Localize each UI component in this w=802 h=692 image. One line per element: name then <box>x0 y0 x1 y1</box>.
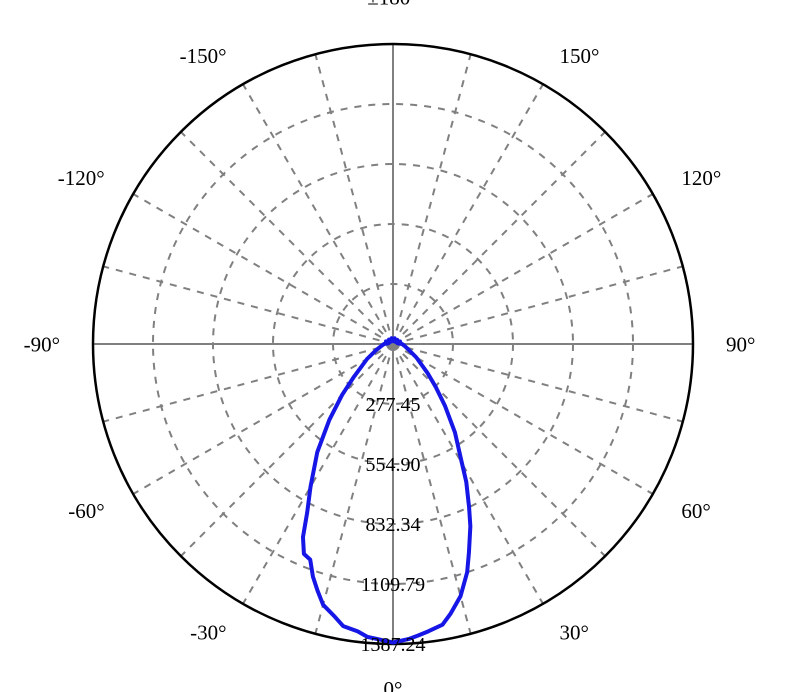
angle-label: 30° <box>560 621 589 645</box>
grid <box>93 44 693 644</box>
radial-label: 554.90 <box>366 454 421 476</box>
angle-label: ±180° <box>367 0 418 10</box>
angle-label: 0° <box>384 677 403 692</box>
angle-label: 60° <box>681 499 710 523</box>
angle-label: 150° <box>560 44 600 68</box>
angle-label: 120° <box>681 166 721 190</box>
radial-label: 1109.79 <box>361 574 425 596</box>
polar-chart-svg: 0° 30° 60° 90° 120° 150° ±180° -150° -120° -90° -6… <box>0 0 802 692</box>
angle-label: -60° <box>68 499 104 523</box>
radial-label: 1387.24 <box>361 634 426 656</box>
angle-label: -30° <box>190 621 226 645</box>
radial-label: 277.45 <box>366 394 421 416</box>
radial-label: 832.34 <box>366 514 421 536</box>
angle-label: 90° <box>726 332 755 356</box>
angle-label: -150° <box>180 44 227 68</box>
polar-chart: 0° 30° 60° 90° 120° 150° ±180° -150° -120° -90° -6… <box>0 0 802 692</box>
angle-label: -90° <box>24 332 60 356</box>
angle-label: -120° <box>58 166 105 190</box>
